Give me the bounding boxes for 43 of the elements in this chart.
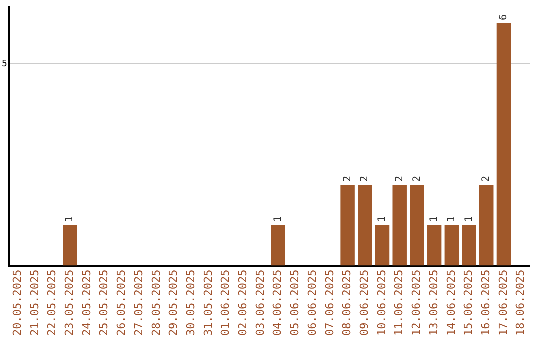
data-label: 1 <box>377 216 388 222</box>
x-tick-label: 16.06.2025 <box>479 270 492 336</box>
x-tick-label: 04.06.2025 <box>271 270 284 336</box>
x-tick-label: 08.06.2025 <box>340 270 354 336</box>
x-tick-label: 20.05.2025 <box>10 270 24 336</box>
x-tick-label: 09.06.2025 <box>358 270 372 336</box>
x-tick-label: 21.05.2025 <box>28 270 42 336</box>
data-label: 1 <box>272 216 284 222</box>
data-label: 1 <box>464 216 475 222</box>
x-tick-label: 17.06.2025 <box>496 270 510 336</box>
x-tick-label: 10.06.2025 <box>375 270 388 336</box>
x-tick-label: 30.05.2025 <box>184 270 198 336</box>
x-tick-label: 15.06.2025 <box>462 270 476 336</box>
data-label: 6 <box>498 14 510 21</box>
data-label: 1 <box>446 216 458 222</box>
x-tick-label: 03.06.2025 <box>254 270 267 336</box>
x-tick-label: 12.06.2025 <box>410 270 424 336</box>
data-label: 2 <box>412 176 423 182</box>
x-tick-label: 14.06.2025 <box>444 270 458 336</box>
x-tick-label: 29.05.2025 <box>167 270 180 336</box>
data-label: 2 <box>394 176 406 182</box>
x-tick-label: 31.05.2025 <box>202 270 215 336</box>
x-tick-label: 23.05.2025 <box>63 270 76 336</box>
x-tick-label: 07.06.2025 <box>323 270 336 336</box>
x-tick-label: 22.05.2025 <box>46 270 59 336</box>
data-label: 2 <box>342 176 354 182</box>
x-tick-label: 26.05.2025 <box>115 270 128 336</box>
data-label: 2 <box>360 176 371 182</box>
x-tick-label: 25.05.2025 <box>98 270 111 336</box>
x-tick-label: 24.05.2025 <box>80 270 94 336</box>
data-label: 1 <box>64 216 76 222</box>
x-tick-label: 06.06.2025 <box>306 270 319 336</box>
x-tick-label: 11.06.2025 <box>392 270 406 336</box>
x-tick-label: 28.05.2025 <box>150 270 163 336</box>
x-tick-label: 02.06.2025 <box>236 270 250 336</box>
y-tick-label: 5 <box>2 59 8 70</box>
x-tick-label: 13.06.2025 <box>427 270 440 336</box>
x-tick-label: 18.06.2025 <box>514 270 528 336</box>
x-tick-label: 01.06.2025 <box>219 270 232 336</box>
x-tick-label: 27.05.2025 <box>132 270 146 336</box>
data-label: 2 <box>481 176 492 182</box>
x-tick-label: 05.06.2025 <box>288 270 302 336</box>
data-label: 1 <box>429 216 440 222</box>
